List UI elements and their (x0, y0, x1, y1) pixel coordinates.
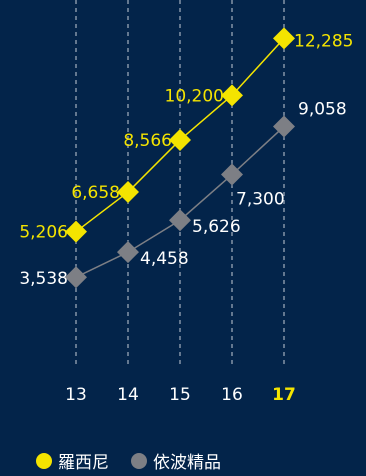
series-1-data-label-16: 10,200 (165, 86, 224, 106)
series-2-data-label-14: 4,458 (140, 249, 189, 269)
legend-swatch-series-2 (131, 452, 147, 469)
series-2-data-label-17: 9,058 (298, 100, 347, 120)
legend-label-series-2: 依波精品 (153, 453, 221, 473)
series-1-data-label-13: 5,206 (19, 223, 68, 243)
series-1-marker-14 (117, 181, 139, 204)
series-1-data-label-17: 12,285 (294, 31, 353, 51)
series-2-data-label-16: 7,300 (236, 190, 285, 210)
series-1-data-label-14: 6,658 (71, 183, 120, 203)
series-2-marker-16 (221, 163, 243, 186)
legend: 羅西尼 依波精品 (36, 448, 221, 473)
series-1-marker-17 (273, 27, 295, 50)
x-tick-label-14: 14 (117, 385, 139, 405)
series-2-marker-17 (273, 115, 295, 138)
series-2-marker-13 (65, 266, 87, 289)
series-1-marker-15 (169, 128, 191, 151)
series-2-marker-14 (117, 241, 139, 264)
legend-swatch-series-1 (36, 452, 52, 469)
legend-label-series-1: 羅西尼 (58, 453, 109, 473)
series-2-marker-15 (169, 209, 191, 232)
x-tick-label-17: 17 (272, 385, 296, 405)
x-tick-label-16: 16 (221, 385, 243, 405)
legend-item-series-2: 依波精品 (131, 448, 221, 473)
series-1-marker-16 (221, 84, 243, 107)
legend-item-series-1: 羅西尼 (36, 448, 109, 473)
series-2-data-label-15: 5,626 (192, 217, 241, 237)
series-1-marker-13 (65, 220, 87, 243)
series-2-data-label-13: 3,538 (19, 269, 68, 289)
series-1-data-label-15: 8,566 (123, 131, 172, 151)
x-tick-label-15: 15 (169, 385, 191, 405)
x-tick-label-13: 13 (65, 385, 87, 405)
